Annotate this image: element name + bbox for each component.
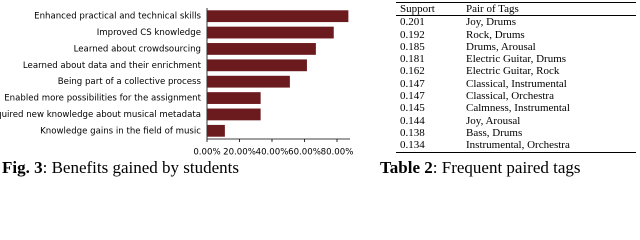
header-cell: Pair of Tags bbox=[466, 3, 519, 15]
table-cell: Classical, Instrumental bbox=[466, 77, 567, 90]
bar bbox=[207, 124, 225, 137]
x-tick-label: 80.00% bbox=[321, 148, 354, 158]
table-cell: Rock, Drums bbox=[466, 28, 525, 41]
table-cell: 0.144 bbox=[400, 114, 425, 127]
table-cell: Calmness, Instrumental bbox=[466, 102, 570, 115]
bar bbox=[207, 26, 334, 39]
table-row: 0.138 Bass, Drums bbox=[396, 127, 636, 139]
y-tick-label: Enabled more possibilities for the assig… bbox=[4, 94, 201, 104]
x-tick-label: 20.00% bbox=[223, 148, 256, 158]
table-cell: 0.138 bbox=[400, 126, 425, 139]
x-tick-label: 40.00% bbox=[256, 148, 289, 158]
bar bbox=[207, 92, 261, 104]
y-tick-label: Learned about data and their enrichment bbox=[23, 61, 202, 71]
table-cell: Bass, Drums bbox=[466, 126, 523, 139]
table-cell: 0.185 bbox=[400, 40, 425, 53]
table-cell: 0.181 bbox=[400, 53, 425, 66]
table-row: 0.201 Joy, Drums bbox=[396, 16, 636, 29]
table-cell: 0.147 bbox=[400, 77, 425, 90]
table-row: 0.185 Drums, Arousal bbox=[396, 41, 636, 53]
table-cell: 0.201 bbox=[400, 16, 425, 29]
header-row: Support Pair of Tags bbox=[396, 2, 636, 16]
y-tick-label: Being part of a collective process bbox=[58, 77, 202, 87]
bar bbox=[207, 43, 316, 55]
table-cell: 0.134 bbox=[400, 139, 425, 152]
table-row: 0.134 Instrumental, Orchestra bbox=[396, 139, 636, 153]
table-cell: Drums, Arousal bbox=[466, 40, 536, 53]
table-row: 0.162 Electric Guitar, Rock bbox=[396, 65, 636, 77]
bar bbox=[207, 75, 290, 88]
table-cell: 0.192 bbox=[400, 28, 425, 41]
table-row: 0.147 Classical, Orchestra bbox=[396, 90, 636, 102]
table-row: 0.147 Classical, Instrumental bbox=[396, 78, 636, 90]
caption-label: Table 2 bbox=[380, 158, 433, 177]
caption-text: : Benefits gained by students bbox=[42, 158, 240, 177]
table-row: 0.181 Electric Guitar, Drums bbox=[396, 53, 636, 65]
y-tick-label: Enhanced practical and technical skills bbox=[34, 12, 201, 22]
bar bbox=[207, 59, 307, 72]
table-caption: Table 2: Frequent paired tags bbox=[380, 158, 581, 178]
chart: 0.00% 20.00% 40.00% 60.00% 80.00% Enhanced pr… bbox=[0, 8, 354, 158]
table-cell: Electric Guitar, Rock bbox=[466, 65, 560, 78]
caption-text: : Frequent paired tags bbox=[432, 158, 581, 177]
table-cell: Joy, Arousal bbox=[466, 114, 521, 127]
x-tick-label: 60.00% bbox=[288, 148, 321, 158]
y-tick-label: Improved CS knowledge bbox=[97, 28, 201, 38]
x-tick-label: 0.00% bbox=[193, 148, 220, 158]
table-cell: Electric Guitar, Drums bbox=[466, 53, 567, 66]
table-cell: 0.162 bbox=[400, 65, 425, 78]
page: {"chart_data": {"type": "barh", "categor… bbox=[0, 2, 636, 178]
table-cell: Joy, Drums bbox=[466, 16, 517, 29]
table-cell: Instrumental, Orchestra bbox=[466, 139, 570, 152]
table-row: 0.144 Joy, Arousal bbox=[396, 115, 636, 127]
table-row: 0.192 Rock, Drums bbox=[396, 29, 636, 41]
table-cell: 0.145 bbox=[400, 102, 425, 115]
caption-label: Fig. 3 bbox=[2, 158, 43, 177]
y-tick-label: Knowledge gains in the field of music bbox=[40, 126, 201, 136]
figure-caption: Fig. 3: Benefits gained by students bbox=[2, 158, 239, 178]
y-tick-label: Learned about crowdsourcing bbox=[74, 44, 201, 54]
table: Support Pair of Tags 0.201 Joy, Drums 0.192 R… bbox=[396, 2, 636, 153]
table-cell: Classical, Orchestra bbox=[466, 90, 554, 103]
header-cell: Support bbox=[400, 3, 435, 15]
table-cell: 0.147 bbox=[400, 90, 425, 103]
bar bbox=[207, 10, 349, 23]
bar bbox=[207, 108, 261, 121]
y-tick-label: Acquired new knowledge about musical met… bbox=[0, 110, 201, 120]
table-row: 0.145 Calmness, Instrumental bbox=[396, 102, 636, 114]
